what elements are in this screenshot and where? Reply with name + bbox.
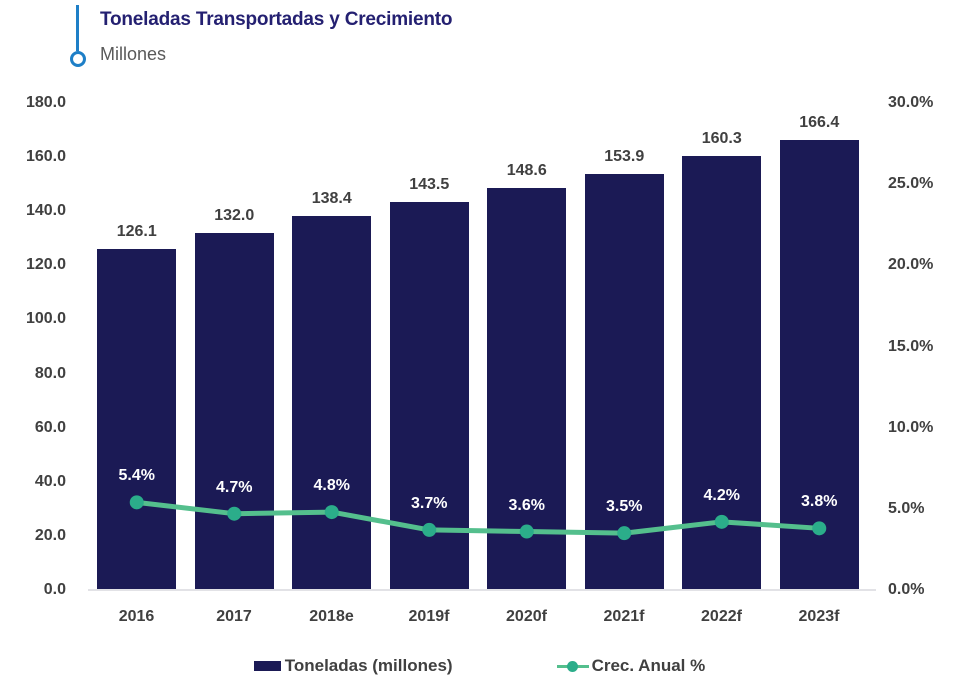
y-axis-right-tick: 15.0% (888, 337, 934, 355)
bar-value-label: 153.9 (604, 147, 645, 165)
bar-toneladas (779, 139, 859, 589)
bar-value-label: 126.1 (116, 222, 157, 240)
growth-percent-label: 3.6% (508, 496, 545, 514)
chart-subtitle: Millones (100, 44, 167, 64)
y-axis-right-tick: 20.0% (888, 256, 934, 274)
chart-legend: Toneladas (millones) Crec. Anual % (0, 656, 959, 676)
bar-series-swatch-icon (253, 661, 281, 671)
y-axis-right-tick: 30.0% (888, 94, 934, 111)
y-axis-right-tick: 10.0% (888, 418, 934, 436)
growth-percent-label: 3.8% (801, 493, 838, 511)
title-accent-circle-icon (70, 51, 86, 67)
bar-toneladas (682, 156, 762, 589)
y-axis-left-tick: 40.0 (34, 472, 66, 490)
bar-value-label: 138.4 (311, 189, 352, 207)
bar-value-label: 160.3 (701, 130, 742, 148)
bar-toneladas (584, 173, 664, 589)
y-axis-left-tick: 20.0 (34, 526, 66, 544)
line-series-swatch-icon (556, 659, 589, 673)
bar-toneladas (194, 232, 274, 589)
y-axis-right-tick: 0.0% (888, 581, 925, 598)
x-axis-baseline (88, 589, 876, 591)
growth-percent-label: 3.5% (606, 498, 643, 516)
chart-title: Toneladas Transportadas y Crecimiento (100, 9, 453, 30)
y-axis-left-tick: 160.0 (25, 148, 66, 166)
x-axis-category-label: 2019f (408, 608, 450, 625)
bar-value-label: 166.4 (799, 113, 840, 131)
legend-item-crecimiento: Crec. Anual % (556, 656, 706, 676)
growth-percent-label: 3.7% (411, 494, 448, 512)
y-axis-left-tick: 180.0 (25, 94, 66, 111)
title-accent-line (76, 5, 79, 51)
growth-percent-label: 4.8% (313, 477, 350, 495)
legend-label-crecimiento: Crec. Anual % (591, 656, 706, 675)
y-axis-right-tick: 5.0% (888, 499, 925, 517)
bar-toneladas (97, 248, 177, 589)
x-axis-category-label: 2022f (701, 608, 742, 625)
y-axis-left-tick: 140.0 (25, 202, 66, 220)
bar-toneladas (292, 215, 372, 589)
y-axis-left-tick: 80.0 (34, 364, 66, 382)
x-axis-category-label: 2018e (309, 608, 354, 625)
bar-toneladas (487, 187, 567, 589)
growth-percent-label: 4.7% (216, 478, 253, 496)
bar-value-label: 132.0 (214, 206, 255, 224)
legend-item-toneladas: Toneladas (millones) (253, 656, 453, 676)
y-axis-right-tick: 25.0% (888, 175, 934, 193)
bar-value-label: 143.5 (409, 175, 450, 193)
y-axis-left-tick: 0.0 (43, 581, 66, 598)
x-axis-category-label: 2016 (118, 608, 155, 625)
y-axis-left-tick: 100.0 (25, 310, 66, 328)
growth-percent-label: 4.2% (703, 486, 740, 504)
x-axis-category-label: 2023f (798, 608, 840, 625)
bar-value-label: 148.6 (506, 161, 547, 179)
growth-percent-label: 5.4% (118, 467, 155, 485)
bar-toneladas (389, 201, 469, 589)
x-axis-category-label: 2017 (216, 608, 252, 625)
y-axis-left-tick: 120.0 (25, 256, 66, 274)
y-axis-left-tick: 60.0 (34, 418, 66, 436)
x-axis-category-label: 2021f (603, 608, 645, 625)
x-axis-category-label: 2020f (506, 608, 547, 625)
legend-label-toneladas: Toneladas (millones) (284, 656, 453, 675)
